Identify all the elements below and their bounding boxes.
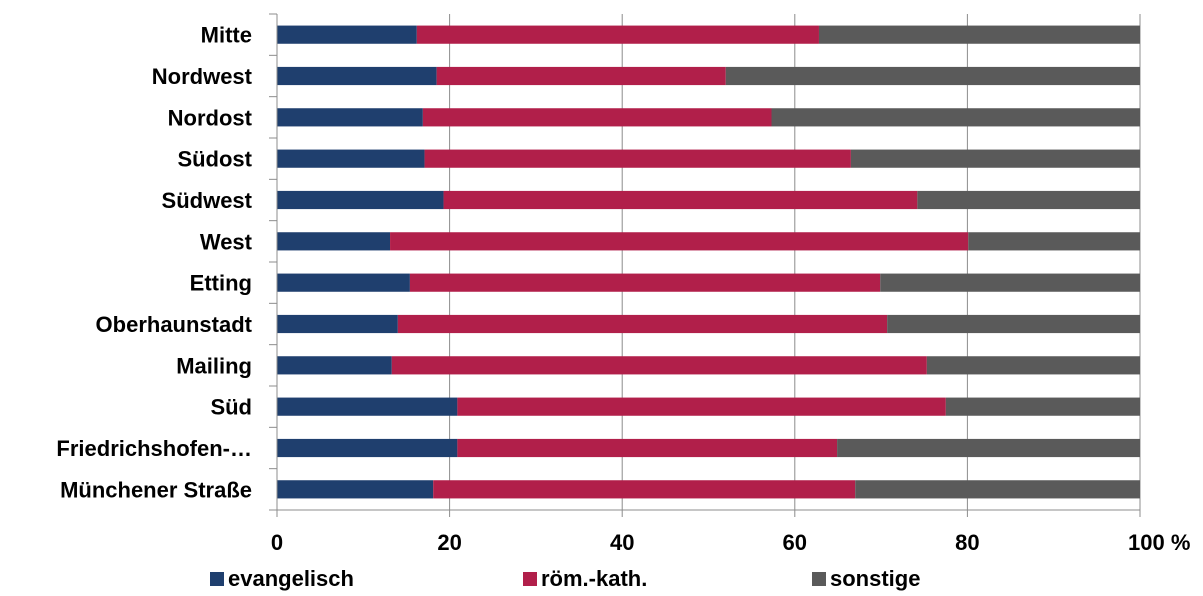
bar-9-2 <box>945 397 1140 416</box>
bar-10-2 <box>837 438 1140 458</box>
bar-1-1 <box>436 66 726 86</box>
category-label: West <box>200 229 253 254</box>
category-label: Nordwest <box>152 64 253 89</box>
bar-0-0 <box>277 25 417 44</box>
bar-3-1 <box>424 149 851 168</box>
bar-5-1 <box>390 232 969 251</box>
legend-label: röm.-kath. <box>541 566 647 591</box>
bar-3-2 <box>850 149 1140 168</box>
axes <box>269 13 1141 517</box>
category-label: Friedrichshofen-… <box>56 436 252 461</box>
category-label: Etting <box>190 271 252 296</box>
category-label: Südost <box>177 147 252 172</box>
x-tick-label: 40 <box>610 530 634 555</box>
category-label: Süd <box>210 395 252 420</box>
category-label: Mailing <box>176 353 252 378</box>
bar-8-2 <box>926 356 1140 375</box>
bar-1-0 <box>277 66 437 86</box>
bar-11-2 <box>855 480 1140 499</box>
bar-1-2 <box>725 66 1140 86</box>
x-tick-label: 20 <box>437 530 461 555</box>
legend-label: sonstige <box>830 566 920 591</box>
bar-11-0 <box>277 480 434 499</box>
bar-9-0 <box>277 397 458 416</box>
bar-0-2 <box>818 25 1140 44</box>
bar-9-1 <box>457 397 946 416</box>
category-label: Mitte <box>201 23 252 48</box>
category-label: Südwest <box>162 188 253 213</box>
x-tick-label: 60 <box>783 530 807 555</box>
x-tick-label: 100 % <box>1128 530 1190 555</box>
bar-4-0 <box>277 190 444 210</box>
bar-10-0 <box>277 438 458 458</box>
bar-5-0 <box>277 232 391 251</box>
bar-10-1 <box>457 438 838 458</box>
bar-7-1 <box>397 314 888 334</box>
category-label: Münchener Straße <box>60 477 252 502</box>
legend-swatch <box>523 572 537 586</box>
bar-5-2 <box>968 232 1140 251</box>
bar-0-1 <box>416 25 819 44</box>
legend-swatch <box>210 572 224 586</box>
bar-4-1 <box>443 190 918 210</box>
legend-swatch <box>812 572 826 586</box>
category-label: Nordost <box>168 105 253 130</box>
bars <box>277 25 1140 499</box>
bar-7-0 <box>277 314 398 334</box>
bar-8-1 <box>391 356 927 375</box>
bar-8-0 <box>277 356 392 375</box>
legend: evangelisch röm.-kath. sonstige <box>210 566 920 591</box>
bar-2-1 <box>422 108 772 127</box>
legend-label: evangelisch <box>228 566 354 591</box>
category-label: Oberhaunstadt <box>96 312 253 337</box>
bar-2-2 <box>771 108 1140 127</box>
bar-6-1 <box>409 273 881 292</box>
x-tick-labels: 0 20 40 60 80 100 % <box>271 530 1191 555</box>
bar-6-0 <box>277 273 410 292</box>
x-tick-label: 80 <box>955 530 979 555</box>
bar-2-0 <box>277 108 423 127</box>
bar-6-2 <box>880 273 1140 292</box>
gridlines <box>449 14 1141 510</box>
bar-3-0 <box>277 149 425 168</box>
category-labels: Mitte Nordwest Nordost Südost Südwest West Ett… <box>56 23 252 503</box>
bar-11-1 <box>433 480 856 499</box>
bar-4-2 <box>917 190 1140 210</box>
bar-7-2 <box>887 314 1140 334</box>
x-tick-label: 0 <box>271 530 283 555</box>
